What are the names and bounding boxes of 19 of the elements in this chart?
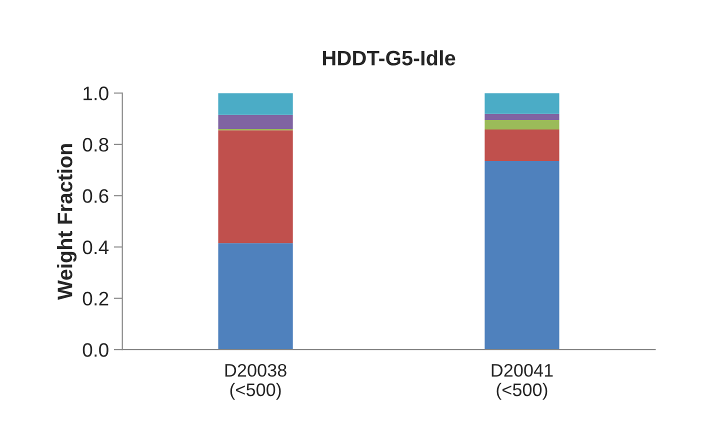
y-tick-label: 0.6 — [82, 189, 108, 203]
x-tick-label: D20041 (<500) — [492, 364, 553, 400]
x-tick-label: D20038 (<500) — [225, 364, 286, 400]
bar — [218, 243, 293, 350]
bar — [484, 130, 560, 162]
bar — [218, 93, 293, 115]
y-tick-label: 0.8 — [82, 138, 108, 152]
y-tick-label: 0.4 — [82, 240, 109, 254]
y-tick-label: 1.0 — [84, 86, 108, 100]
y-tick-label: 0.0 — [82, 343, 108, 357]
chart-title: HDDT-G5-Idle — [323, 50, 456, 66]
bar — [484, 120, 560, 130]
bar — [484, 161, 560, 350]
bar — [484, 114, 560, 120]
y-axis-title: Weight Fraction — [57, 144, 77, 300]
bar — [218, 114, 293, 129]
y-tick-label: 0.2 — [82, 292, 108, 306]
bar — [484, 93, 560, 114]
bar — [218, 130, 293, 244]
